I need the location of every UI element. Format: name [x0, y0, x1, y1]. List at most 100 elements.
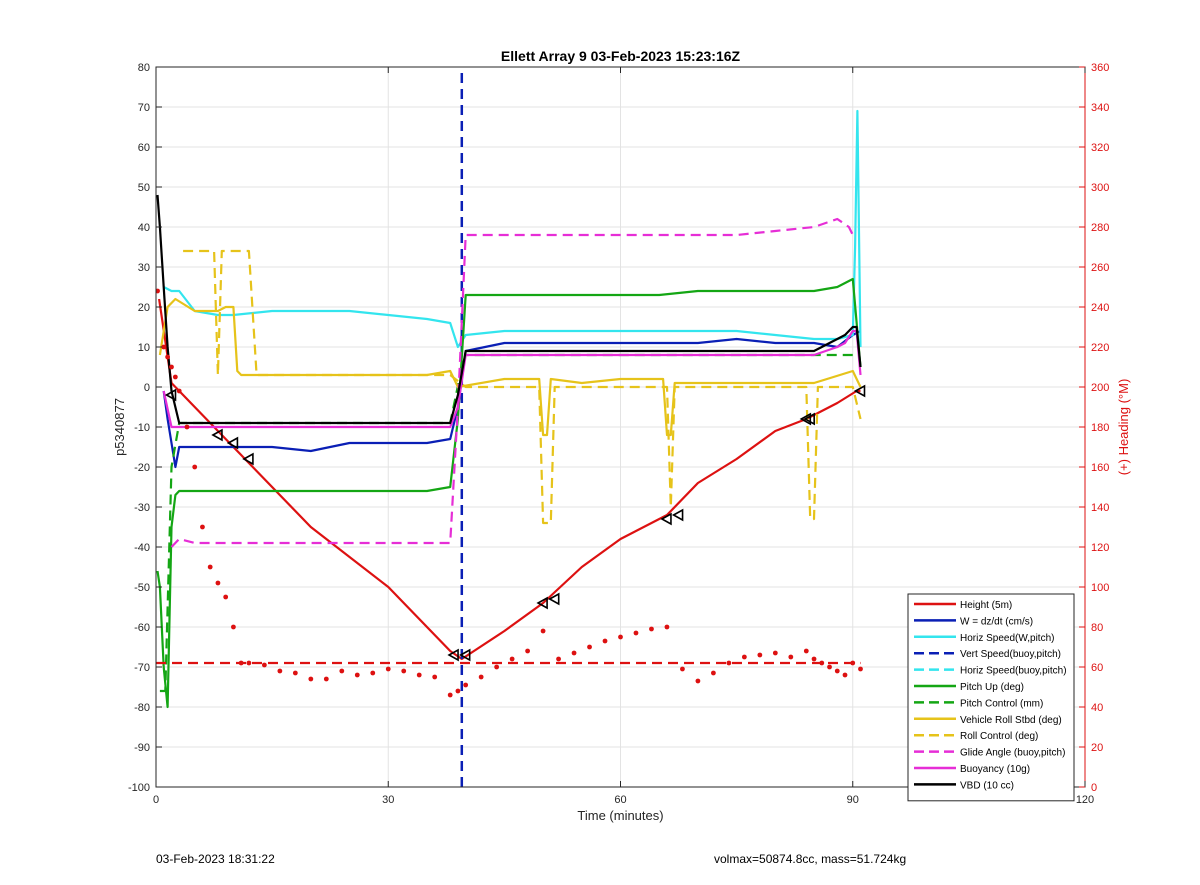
height-marker: [164, 388, 177, 402]
height-marker: [242, 452, 254, 466]
heading-point: [633, 630, 639, 636]
y-tick-label-right: 80: [1091, 622, 1103, 634]
heading-point: [811, 656, 817, 662]
heading-point: [827, 664, 832, 670]
heading-point: [726, 660, 732, 666]
legend-label: Height (5m): [960, 600, 1012, 611]
heading-point: [156, 288, 160, 294]
height-marker: [548, 592, 560, 606]
legend-label: VBD (10 cc): [960, 780, 1014, 791]
y-tick-label-right: 260: [1091, 262, 1109, 274]
heading-point: [277, 668, 283, 674]
heading-point: [184, 424, 190, 430]
heading-point: [207, 564, 213, 570]
y-tick-label-right: 160: [1091, 462, 1109, 474]
roll-control-deg-series: [183, 249, 862, 525]
y-tick-label-right: 140: [1091, 502, 1109, 514]
y-tick-label-right: 240: [1091, 302, 1109, 314]
heading-point: [680, 666, 685, 672]
heading-point: [169, 364, 174, 370]
height-marker: [671, 508, 684, 522]
y-tick-label-right: 320: [1091, 142, 1109, 154]
y-tick-label-left: -100: [128, 782, 150, 794]
legend-label: Roll Control (deg): [960, 731, 1038, 742]
legend-label: Pitch Control (mm): [960, 698, 1043, 709]
y-tick-label-left: 50: [138, 182, 150, 194]
legend-label: Horiz Speed(W,pitch): [960, 633, 1054, 644]
heading-point: [165, 354, 171, 360]
y-axis-label-right: (+) Heading (°M): [1116, 379, 1131, 476]
heading-point: [200, 524, 205, 530]
heading-point: [741, 654, 747, 660]
x-tick-label: 30: [382, 794, 394, 806]
y-tick-label-right: 360: [1091, 62, 1109, 74]
heading-point: [803, 648, 809, 654]
height-marker: [853, 384, 866, 398]
y-tick-label-left: -50: [134, 582, 150, 594]
heading-point: [172, 374, 178, 380]
y-tick-label-left: 20: [138, 302, 150, 314]
heading-point: [494, 664, 500, 670]
glide-angle-buoy-pitch-series: [170, 217, 857, 548]
heading-point: [308, 676, 314, 682]
heading-point: [246, 660, 252, 666]
height-marker: [459, 648, 471, 662]
heading-point: [788, 654, 794, 660]
heading-point: [416, 672, 422, 678]
x-axis-label: Time (minutes): [577, 808, 663, 823]
y-tick-label-left: 60: [138, 142, 150, 154]
heading-point: [192, 464, 198, 470]
x-tick-label: 120: [1076, 794, 1094, 806]
chart-title: Ellett Array 9 03-Feb-2023 15:23:16Z: [501, 48, 741, 64]
y-tick-label-right: 180: [1091, 422, 1109, 434]
y-tick-label-right: 340: [1091, 102, 1109, 114]
heading-point: [215, 580, 221, 586]
y-tick-label-left: 30: [138, 262, 150, 274]
y-tick-label-left: -60: [134, 622, 150, 634]
heading-point: [231, 624, 236, 630]
heading-point: [261, 662, 267, 668]
y-tick-label-right: 60: [1091, 662, 1103, 674]
y-tick-label-left: -30: [134, 502, 150, 514]
vbd-10-cc-series: [156, 194, 862, 425]
heading-point: [292, 670, 298, 676]
heading-point: [540, 628, 546, 634]
heading-point: [772, 650, 778, 656]
heading-point: [571, 650, 577, 656]
series-group: [156, 67, 866, 787]
legend-label: Pitch Up (deg): [960, 682, 1024, 693]
vehicle-roll-stbd-deg-series: [158, 297, 862, 437]
footer-timestamp: 03-Feb-2023 18:31:22: [156, 852, 275, 866]
heading-point: [757, 652, 763, 658]
y-tick-label-right: 200: [1091, 382, 1109, 394]
heading-point: [602, 638, 608, 644]
x-tick-label: 60: [614, 794, 626, 806]
buoyancy-10g-series: [162, 329, 862, 429]
y-tick-label-right: 280: [1091, 222, 1109, 234]
heading-point: [834, 668, 840, 674]
heading-point: [176, 388, 182, 394]
y-tick-label-right: 100: [1091, 582, 1109, 594]
y-tick-label-left: 0: [144, 382, 150, 394]
legend-label: W = dz/dt (cm/s): [960, 616, 1033, 627]
heading-point: [161, 344, 167, 350]
legend-label: Horiz Speed(buoy,pitch): [960, 666, 1067, 677]
heading-point: [509, 656, 515, 662]
heading-point: [858, 666, 863, 672]
heading-point: [478, 674, 484, 680]
legend-label: Vehicle Roll Stbd (deg): [960, 715, 1062, 726]
heading-point: [401, 668, 407, 674]
heading-point: [525, 648, 530, 654]
pitch-up-deg-series: [156, 277, 862, 709]
y-tick-label-right: 220: [1091, 342, 1109, 354]
y-tick-label-left: -70: [134, 662, 150, 674]
heading-point: [455, 688, 461, 694]
height-marker: [803, 412, 815, 426]
height-marker: [536, 596, 548, 610]
heading-point: [323, 676, 329, 682]
legend-label: Vert Speed(buoy,pitch): [960, 649, 1061, 660]
y-tick-label-left: 80: [138, 62, 150, 74]
heading-point: [618, 634, 623, 640]
heading-point: [664, 624, 670, 630]
heading-point: [370, 670, 376, 676]
